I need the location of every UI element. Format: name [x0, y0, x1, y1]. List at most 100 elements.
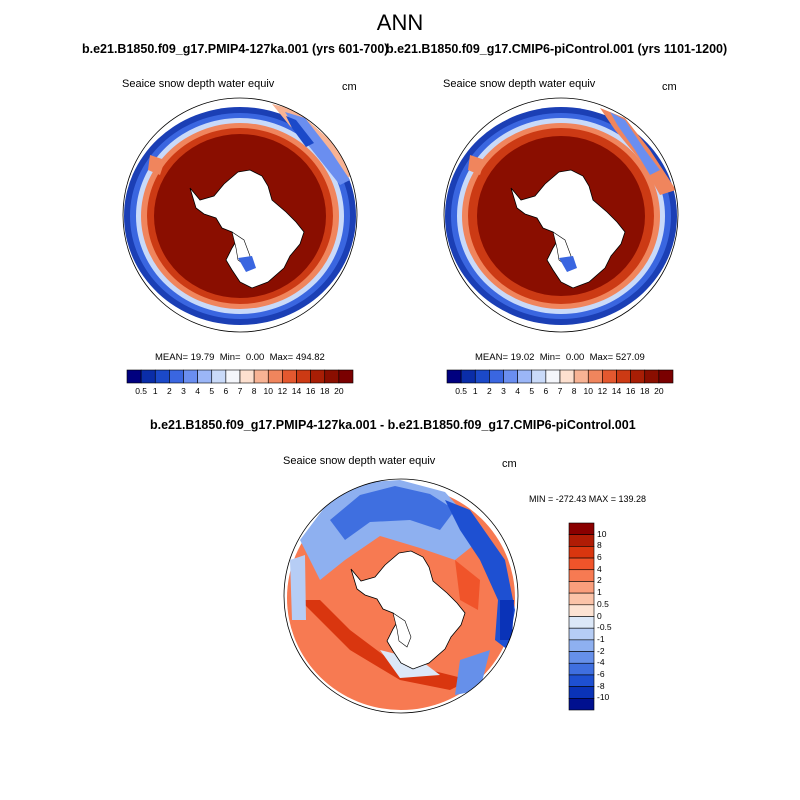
panel-3-map: [283, 478, 519, 714]
colorbar-swatch: [568, 557, 595, 571]
panel-2-min: 0.00: [565, 352, 585, 363]
colorbar-tick-label: 3: [181, 386, 186, 396]
colorbar-swatch: [568, 639, 595, 652]
colorbar-swatch: [211, 369, 227, 384]
colorbar-tick-label: 6: [543, 386, 549, 396]
colorbar-swatch: [573, 369, 589, 384]
panel-1-min-label: Min=: [219, 352, 241, 363]
colorbar-tick-label: 2: [167, 386, 172, 396]
panel-3-colorbar: [568, 522, 595, 711]
colorbar-swatch: [568, 592, 595, 606]
colorbar-tick-label: 1: [597, 587, 602, 598]
colorbar-tick-label: 1: [472, 386, 478, 396]
panel-2-min-label: Min=: [539, 352, 561, 363]
panel-2-mean-label: MEAN=: [475, 352, 508, 363]
panel-3-antarctica-coast: [350, 550, 466, 670]
colorbar-swatch: [460, 369, 476, 384]
panel-2-mean: 19.02: [510, 352, 535, 363]
panel-1-units: cm: [342, 81, 357, 93]
colorbar-swatch: [568, 674, 595, 687]
panel-2-run-title: b.e21.B1850.f09_g17.CMIP6-piControl.001 …: [386, 42, 728, 56]
panel-2-units: cm: [662, 81, 677, 93]
colorbar-tick-label: -2: [597, 645, 605, 656]
colorbar-swatch: [503, 369, 518, 384]
colorbar-swatch: [183, 369, 198, 384]
colorbar-swatch: [126, 369, 142, 384]
colorbar-swatch: [568, 546, 595, 559]
colorbar-tick-label: 4: [597, 563, 602, 574]
panel-3-units: cm: [502, 458, 517, 470]
panel-1-mean-label: MEAN=: [155, 352, 188, 363]
colorbar-tick-label: 0.5: [597, 598, 609, 609]
colorbar-tick-label: 2: [597, 575, 602, 586]
colorbar-tick-label: 7: [237, 386, 243, 396]
panel-3-variable: Seaice snow depth water equiv: [283, 455, 436, 467]
colorbar-tick-label: 14: [291, 386, 302, 396]
colorbar-swatch: [253, 369, 269, 384]
colorbar-swatch: [474, 369, 490, 384]
colorbar-swatch: [545, 369, 561, 384]
panel-2-max-label: Max=: [589, 352, 614, 363]
colorbar-swatch: [602, 369, 617, 384]
panel-2-colorbar: [446, 369, 674, 384]
panel-1-max-label: Max=: [269, 352, 294, 363]
colorbar-tick-label: 0.5: [455, 386, 468, 396]
colorbar-tick-label: 8: [571, 386, 577, 396]
colorbar-swatch: [282, 369, 297, 384]
colorbar-swatch: [296, 369, 311, 384]
colorbar-tick-label: 6: [223, 386, 229, 396]
panel-2-map: [443, 97, 679, 333]
colorbar-tick-label: 4: [515, 386, 520, 396]
colorbar-swatch: [489, 369, 504, 384]
colorbar-tick-label: 14: [611, 386, 622, 396]
colorbar-tick-label: 0: [597, 610, 602, 621]
colorbar-swatch: [568, 534, 595, 547]
colorbar-swatch: [239, 369, 255, 384]
colorbar-tick-label: 2: [487, 386, 492, 396]
panel-2-max: 527.09: [615, 352, 645, 363]
panel-1-run-title: b.e21.B1850.f09_g17.PMIP4-127ka.001 (yrs…: [82, 42, 389, 56]
colorbar-swatch: [197, 369, 213, 384]
colorbar-tick-label: 0.5: [135, 386, 148, 396]
colorbar-swatch: [630, 369, 646, 384]
colorbar-swatch: [338, 369, 354, 384]
figure-title: ANN: [376, 10, 424, 35]
panel-1-sea-ice-field: [124, 104, 356, 325]
colorbar-swatch: [568, 616, 595, 629]
colorbar-swatch: [568, 651, 595, 664]
colorbar-tick-label: -0.5: [597, 622, 612, 633]
colorbar-swatch: [517, 369, 533, 384]
colorbar-swatch: [568, 581, 595, 594]
colorbar-tick-label: 20: [334, 386, 344, 396]
colorbar-tick-label: 10: [263, 386, 273, 396]
colorbar-tick-label: 6: [597, 552, 602, 563]
panel-1-max: 494.82: [295, 352, 325, 363]
colorbar-tick-label: 3: [501, 386, 506, 396]
colorbar-swatch: [531, 369, 547, 384]
colorbar-swatch: [568, 698, 595, 711]
colorbar-swatch: [568, 686, 595, 699]
colorbar-swatch: [568, 569, 595, 582]
colorbar-tick-label: 1: [152, 386, 158, 396]
panel-3-run-title: b.e21.B1850.f09_g17.PMIP4-127ka.001 - b.…: [150, 418, 636, 432]
colorbar-tick-label: 8: [251, 386, 257, 396]
colorbar-swatch: [568, 604, 595, 617]
colorbar-swatch: [644, 369, 660, 384]
colorbar-swatch: [154, 369, 170, 384]
panel-3-difference-field: [287, 480, 515, 710]
colorbar-tick-label: 10: [597, 528, 607, 539]
colorbar-swatch: [310, 369, 326, 384]
colorbar-swatch: [587, 369, 603, 384]
colorbar-swatch: [616, 369, 631, 384]
colorbar-tick-label: 4: [195, 386, 200, 396]
panel-1-antarctica-coast: [189, 169, 305, 289]
colorbar-tick-label: -6: [597, 668, 605, 679]
colorbar-tick-label: 16: [625, 386, 636, 396]
colorbar-swatch: [140, 369, 156, 384]
colorbar-swatch: [446, 369, 462, 384]
colorbar-swatch: [267, 369, 283, 384]
panel-1-min: 0.00: [245, 352, 265, 363]
colorbar-tick-label: 12: [277, 386, 288, 396]
panel-1-variable: Seaice snow depth water equiv: [122, 78, 275, 90]
